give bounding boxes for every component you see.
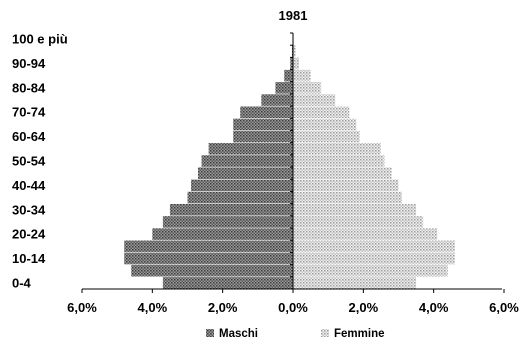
bar-maschi-50-54: [201, 155, 293, 167]
x-tick-label: 4,0%: [138, 300, 168, 315]
bar-femmine-10-14: [293, 252, 455, 265]
bars-group: [124, 33, 455, 289]
bar-maschi-40-44: [191, 179, 293, 192]
bar-femmine-85-89: [293, 69, 311, 82]
bar-femmine-65-69: [293, 118, 357, 131]
y-tick-label: 60-64: [12, 129, 46, 144]
bar-maschi-75-79: [261, 94, 293, 106]
bar-maschi-25-29: [162, 216, 293, 228]
bar-femmine-75-79: [293, 94, 336, 106]
legend-label-femmine: Femmine: [334, 328, 385, 340]
bar-femmine-80-84: [293, 82, 322, 94]
legend-swatch-maschi: [206, 329, 214, 337]
bar-maschi-65-69: [233, 118, 293, 131]
bar-femmine-15-19: [293, 240, 455, 253]
bar-maschi-5-9: [131, 264, 293, 277]
bar-femmine-55-59: [293, 143, 381, 155]
y-tick-label: 90-94: [12, 56, 46, 71]
bar-femmine-20-24: [293, 228, 438, 240]
bar-femmine-50-54: [293, 155, 385, 167]
bar-maschi-85-89: [284, 69, 293, 82]
bar-femmine-0-4: [293, 277, 417, 289]
bar-femmine-60-64: [293, 130, 360, 143]
bar-femmine-30-34: [293, 203, 417, 216]
bar-femmine-90-94: [293, 57, 299, 70]
legend-label-maschi: Maschi: [219, 328, 258, 340]
x-tick-label: 6,0%: [67, 300, 97, 315]
bar-maschi-20-24: [152, 228, 293, 240]
x-tick-label: 2,0%: [349, 300, 379, 315]
legend: Maschi Femmine: [206, 328, 385, 340]
bar-femmine-95-99: [293, 45, 296, 58]
bar-femmine-35-39: [293, 191, 403, 204]
y-tick-label: 0-4: [12, 275, 32, 290]
bar-maschi-70-74: [240, 106, 293, 119]
y-tick-label: 50-54: [12, 154, 46, 169]
y-tick-label: 40-44: [12, 178, 46, 193]
bar-femmine-70-74: [293, 106, 350, 119]
y-tick-label: 100 e più: [12, 32, 68, 47]
bar-maschi-10-14: [124, 252, 293, 265]
bar-maschi-15-19: [124, 240, 293, 253]
x-tick-label: 4,0%: [419, 300, 449, 315]
chart-title: 1981: [279, 8, 308, 23]
legend-swatch-femmine: [321, 329, 329, 337]
bar-maschi-30-34: [169, 203, 293, 216]
bar-femmine-5-9: [293, 264, 448, 277]
bar-maschi-60-64: [233, 130, 293, 143]
x-tick-label: 0,0%: [278, 300, 308, 315]
x-tick-labels: 6,0% 4,0% 2,0% 0,0% 2,0% 4,0% 6,0%: [67, 289, 519, 315]
bar-maschi-35-39: [187, 191, 293, 204]
bar-maschi-95-99: [291, 45, 293, 58]
bar-femmine-40-44: [293, 179, 399, 192]
y-tick-label: 70-74: [12, 105, 46, 120]
x-tick-label: 6,0%: [489, 300, 519, 315]
y-tick-label: 20-24: [12, 227, 46, 242]
y-tick-labels: 100 e più 90-94 80-84 70-74 60-64 50-54 40-44 3…: [12, 32, 68, 291]
bar-maschi-90-94: [290, 57, 293, 70]
bar-maschi-45-49: [198, 167, 293, 179]
bar-femmine-45-49: [293, 167, 392, 179]
y-tick-label: 30-34: [12, 202, 46, 217]
bar-femmine-25-29: [293, 216, 424, 228]
y-tick-label: 10-14: [12, 251, 46, 266]
bar-maschi-80-84: [275, 82, 293, 94]
bar-maschi-55-59: [208, 143, 293, 155]
x-tick-label: 2,0%: [208, 300, 238, 315]
bar-maschi-0-4: [162, 277, 293, 289]
y-tick-label: 80-84: [12, 80, 46, 95]
